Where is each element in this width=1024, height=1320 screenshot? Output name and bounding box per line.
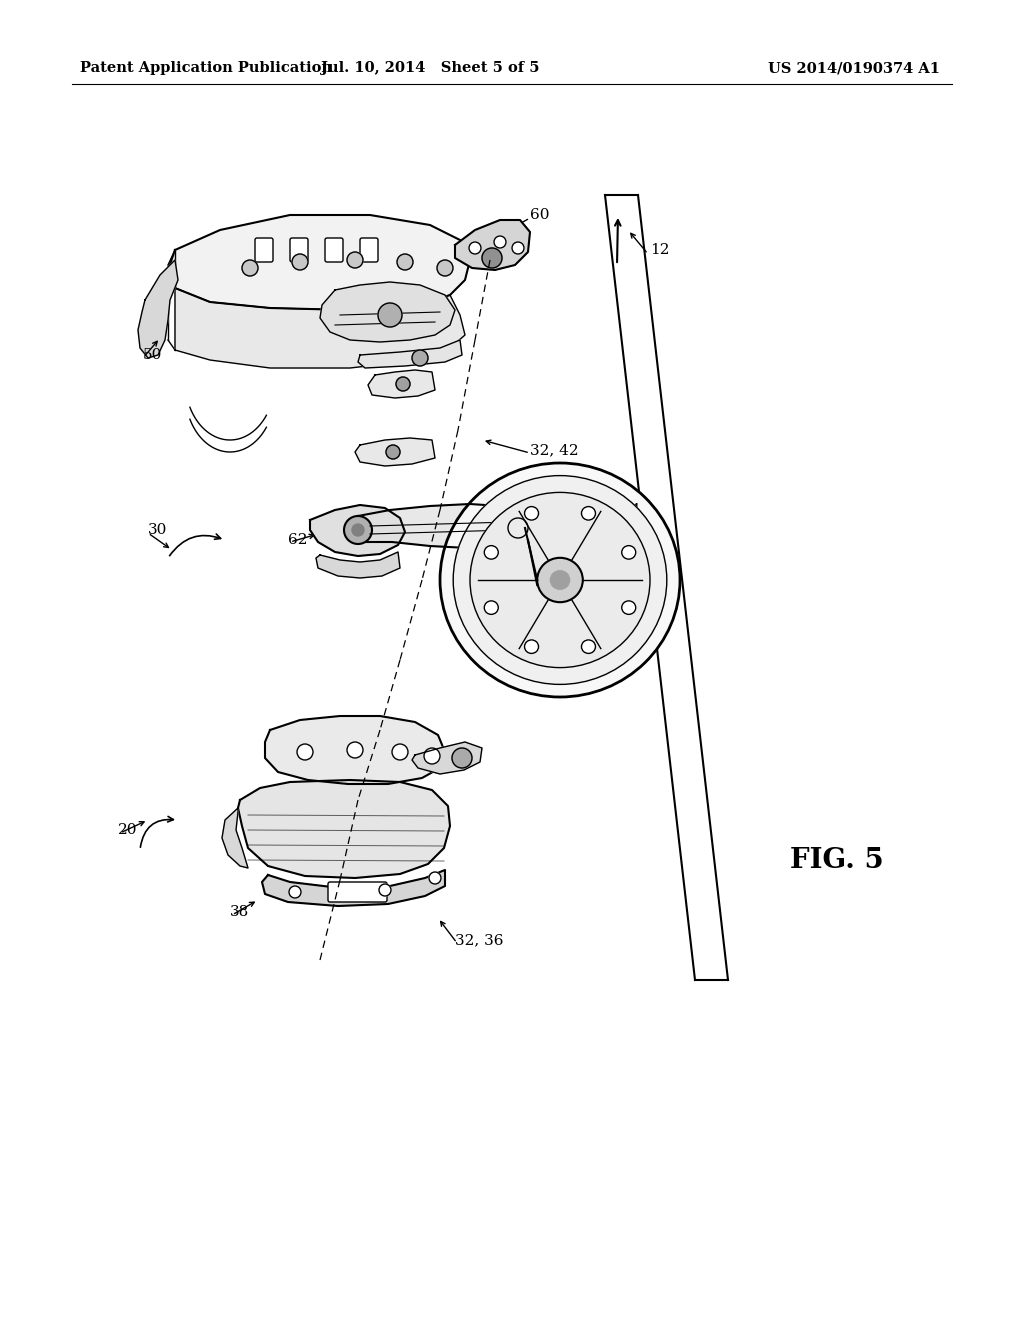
Polygon shape xyxy=(175,288,465,368)
Polygon shape xyxy=(355,438,435,466)
Circle shape xyxy=(429,873,441,884)
Ellipse shape xyxy=(470,492,650,668)
FancyBboxPatch shape xyxy=(255,238,273,261)
Polygon shape xyxy=(316,552,400,578)
Polygon shape xyxy=(265,715,445,784)
Circle shape xyxy=(292,253,308,271)
Ellipse shape xyxy=(524,507,539,520)
Text: 62: 62 xyxy=(288,533,307,546)
Text: 38: 38 xyxy=(230,906,249,919)
Circle shape xyxy=(512,242,524,253)
Ellipse shape xyxy=(524,640,539,653)
Circle shape xyxy=(469,242,481,253)
Polygon shape xyxy=(352,504,524,548)
Circle shape xyxy=(242,260,258,276)
Circle shape xyxy=(396,378,410,391)
FancyBboxPatch shape xyxy=(360,238,378,261)
Polygon shape xyxy=(319,282,455,342)
FancyBboxPatch shape xyxy=(325,238,343,261)
Ellipse shape xyxy=(582,507,596,520)
Circle shape xyxy=(392,744,408,760)
Text: Jul. 10, 2014   Sheet 5 of 5: Jul. 10, 2014 Sheet 5 of 5 xyxy=(321,61,540,75)
Circle shape xyxy=(347,742,362,758)
Polygon shape xyxy=(138,260,178,358)
Text: 32, 36: 32, 36 xyxy=(455,933,504,946)
Ellipse shape xyxy=(582,640,596,653)
Ellipse shape xyxy=(440,463,680,697)
Circle shape xyxy=(297,744,313,760)
Circle shape xyxy=(289,886,301,898)
Text: 34: 34 xyxy=(622,503,641,517)
Polygon shape xyxy=(368,370,435,399)
Ellipse shape xyxy=(622,545,636,560)
Circle shape xyxy=(344,516,372,544)
Polygon shape xyxy=(310,506,406,556)
Circle shape xyxy=(424,748,440,764)
Ellipse shape xyxy=(454,475,667,684)
Circle shape xyxy=(397,253,413,271)
Circle shape xyxy=(508,517,528,539)
Circle shape xyxy=(452,748,472,768)
Text: FIG. 5: FIG. 5 xyxy=(790,846,884,874)
Polygon shape xyxy=(455,220,530,271)
Polygon shape xyxy=(262,870,445,906)
Polygon shape xyxy=(222,808,248,869)
Text: 20: 20 xyxy=(118,822,137,837)
Text: 50: 50 xyxy=(143,348,163,362)
Polygon shape xyxy=(412,742,482,774)
Polygon shape xyxy=(168,215,470,310)
Text: 32, 42: 32, 42 xyxy=(530,444,579,457)
Circle shape xyxy=(386,445,400,459)
Text: US 2014/0190374 A1: US 2014/0190374 A1 xyxy=(768,61,940,75)
Circle shape xyxy=(352,524,364,536)
Polygon shape xyxy=(238,780,450,878)
Polygon shape xyxy=(358,341,462,368)
Ellipse shape xyxy=(484,601,499,614)
Ellipse shape xyxy=(551,570,569,589)
Circle shape xyxy=(412,350,428,366)
Text: Patent Application Publication: Patent Application Publication xyxy=(80,61,332,75)
Circle shape xyxy=(494,236,506,248)
Text: 60: 60 xyxy=(530,209,550,222)
Circle shape xyxy=(379,884,391,896)
Ellipse shape xyxy=(484,545,499,560)
FancyBboxPatch shape xyxy=(290,238,308,261)
Circle shape xyxy=(347,252,362,268)
Ellipse shape xyxy=(538,558,583,602)
Text: 12: 12 xyxy=(650,243,670,257)
Circle shape xyxy=(482,248,502,268)
Circle shape xyxy=(437,260,453,276)
Ellipse shape xyxy=(622,601,636,614)
FancyBboxPatch shape xyxy=(328,882,387,902)
Text: 30: 30 xyxy=(148,523,167,537)
Circle shape xyxy=(378,304,402,327)
